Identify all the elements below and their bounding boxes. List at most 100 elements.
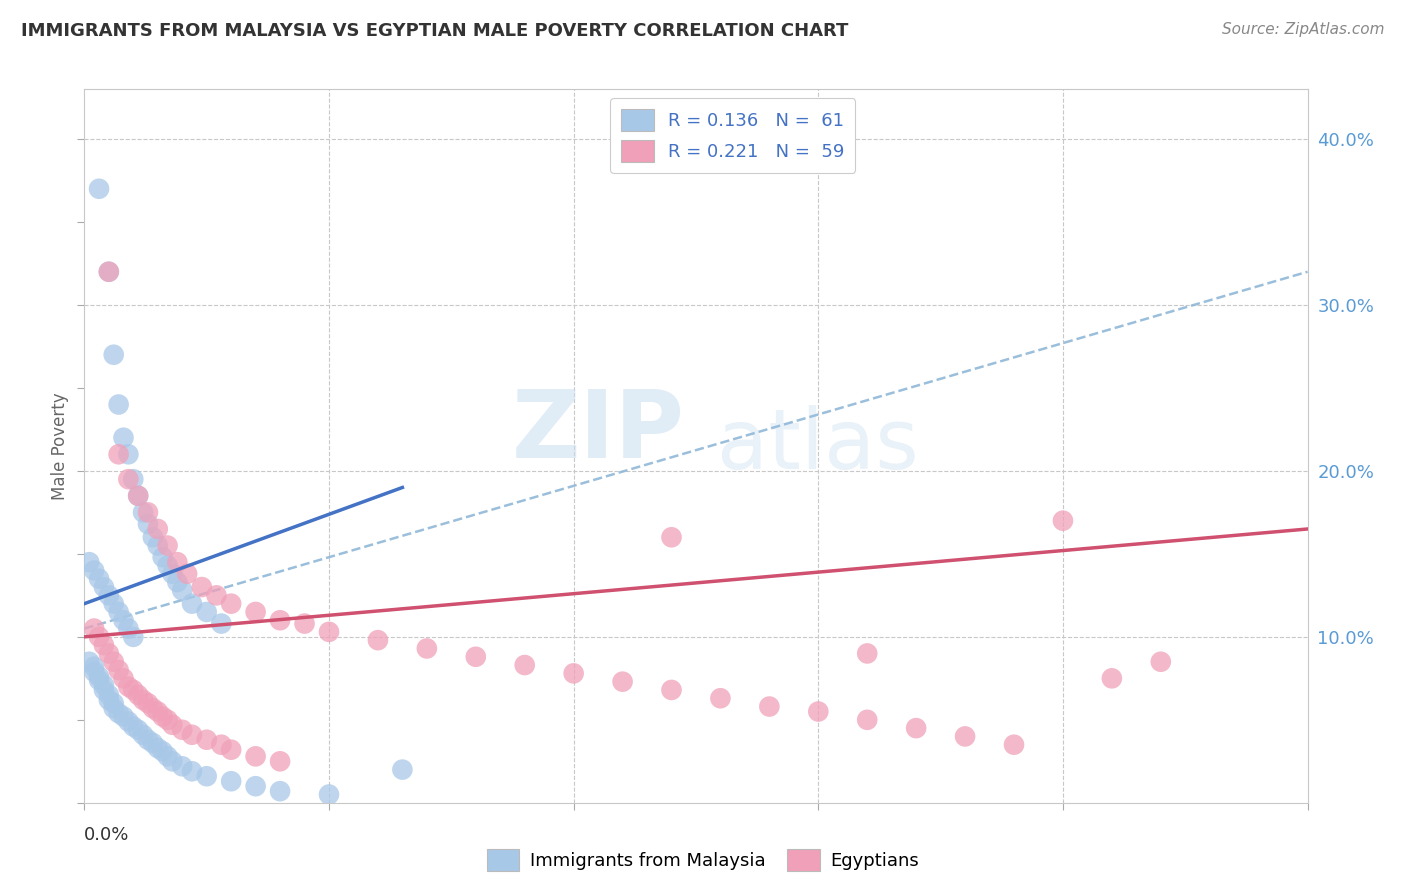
Point (709, 691, 731, 706)
Point (77, 555, 100, 569)
Point (513, 658, 536, 673)
Y-axis label: Male Poverty: Male Poverty (51, 392, 69, 500)
Text: ZIP: ZIP (512, 385, 685, 478)
Point (612, 674, 634, 689)
Point (758, 699, 780, 714)
Point (953, 730, 976, 744)
Point (156, 558, 179, 573)
Point (294, 616, 316, 631)
Text: 0.0%: 0.0% (84, 826, 129, 844)
Point (127, 688, 149, 702)
Point (166, 575, 188, 590)
Point (103, 701, 125, 715)
Point (117, 447, 139, 461)
Point (142, 530, 165, 544)
Point (97, 647, 120, 661)
Point (1002, 738, 1025, 752)
Point (856, 647, 879, 661)
Point (162, 754, 184, 768)
Point (905, 721, 928, 735)
Point (117, 622, 139, 636)
Text: atlas: atlas (717, 406, 920, 486)
Point (142, 736, 165, 750)
Point (136, 505, 159, 519)
Text: Source: ZipAtlas.com: Source: ZipAtlas.com (1222, 22, 1385, 37)
Point (83, 665, 105, 679)
Point (87, 630, 110, 644)
Point (122, 682, 145, 697)
Point (152, 709, 174, 723)
Point (112, 671, 135, 685)
Point (1101, 671, 1123, 685)
Point (245, 749, 267, 764)
Point (146, 522, 169, 536)
Point (136, 696, 159, 710)
Point (661, 682, 683, 697)
Point (181, 728, 204, 742)
Point (93, 682, 115, 697)
Point (176, 566, 198, 581)
Point (205, 588, 228, 602)
Point (97, 265, 120, 279)
Point (181, 764, 204, 779)
Point (269, 613, 291, 627)
Point (1052, 514, 1074, 528)
Point (195, 605, 218, 619)
Point (87, 673, 110, 687)
Point (93, 638, 115, 652)
Point (87, 182, 110, 196)
Point (117, 680, 139, 694)
Point (107, 397, 129, 411)
Point (127, 723, 149, 737)
Point (107, 706, 129, 721)
Point (269, 754, 291, 768)
Point (136, 516, 159, 531)
Point (122, 719, 145, 733)
Point (219, 597, 242, 611)
Point (87, 572, 110, 586)
Point (195, 769, 218, 783)
Point (136, 732, 159, 747)
Point (245, 779, 267, 793)
Point (103, 696, 125, 710)
Point (245, 605, 267, 619)
Point (156, 539, 179, 553)
Point (162, 718, 184, 732)
Point (152, 550, 174, 565)
Point (117, 472, 139, 486)
Point (209, 616, 232, 631)
Point (87, 670, 110, 684)
Point (97, 688, 120, 702)
Point (219, 774, 242, 789)
Point (103, 655, 125, 669)
Point (93, 678, 115, 692)
Legend: Immigrants from Malaysia, Egyptians: Immigrants from Malaysia, Egyptians (479, 842, 927, 879)
Point (181, 597, 204, 611)
Point (195, 732, 218, 747)
Point (103, 348, 125, 362)
Point (146, 539, 169, 553)
Point (209, 738, 232, 752)
Point (367, 633, 389, 648)
Point (93, 580, 115, 594)
Point (172, 583, 194, 598)
Point (661, 530, 683, 544)
Point (127, 489, 149, 503)
Point (156, 713, 179, 727)
Point (391, 763, 413, 777)
Point (191, 580, 214, 594)
Point (318, 624, 340, 639)
Text: IMMIGRANTS FROM MALAYSIA VS EGYPTIAN MALE POVERTY CORRELATION CHART: IMMIGRANTS FROM MALAYSIA VS EGYPTIAN MAL… (21, 22, 848, 40)
Point (318, 788, 340, 802)
Point (132, 728, 155, 742)
Point (172, 759, 194, 773)
Point (97, 693, 120, 707)
Point (117, 714, 139, 729)
Point (156, 749, 179, 764)
Point (83, 622, 105, 636)
Point (127, 489, 149, 503)
Point (142, 701, 165, 715)
Point (219, 742, 242, 756)
Point (146, 741, 169, 756)
Point (77, 655, 100, 669)
